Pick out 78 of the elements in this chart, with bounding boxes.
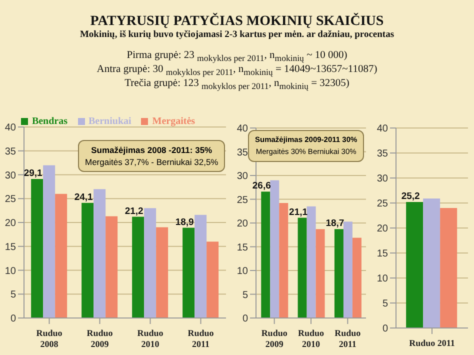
y-tick-label: 20 [376,224,388,235]
data-label: 21,1 [289,206,308,218]
bar [343,222,352,318]
bar [43,165,56,318]
bar [194,214,207,318]
bar [156,227,168,318]
bar [261,192,270,318]
y-tick-label: 15 [4,242,16,253]
bar [94,189,106,318]
y-tick-label: 5 [10,290,16,301]
x-tick-label: Ruduo 2011 [409,338,456,348]
y-tick-label: 25 [236,194,248,206]
bar [31,179,44,318]
bar [406,202,424,328]
data-label: 29,1 [24,168,44,180]
x-tick-label: Ruduo 2011 [188,328,214,349]
chart-title: PATYRUSIŲ PATYČIAS MOKINIŲ SKAIČIUS [89,14,385,30]
x-tick-label: Ruduo 2010 [298,328,325,349]
legend-label: Mergaitės [152,116,196,127]
bar [82,202,94,318]
y-tick-label: 30 [236,171,248,182]
callout-box: Sumažėjimas 2008 -2011: 35% Mergaitės 37,7% - Berniukai 32,5% [78,140,226,172]
legend-label: Berniukai [88,116,132,127]
data-label: 25,2 [401,191,420,202]
y-tick-label: 40 [4,122,16,134]
text: Antra grupė: 30 $_{mokyklos per 2011}$, n$_{mokinių}$ = 14049~13657~11087) [96,64,378,78]
bar [106,216,118,318]
y-tick-label: 0 [10,314,16,325]
bar [279,203,288,318]
y-tick-label: 5 [242,290,248,301]
y-tick-label: 10 [376,274,388,285]
y-tick-label: 35 [376,148,388,160]
chart-subtitle: Mokinių, iš kurių buvo tyčiojamasi 2-3 kartus per mėn. ar dažniau, procentas [78,30,396,40]
bar [316,229,325,318]
annotation: Sumažėjimas 2008 -2011: 35% [90,144,214,156]
bar [423,198,440,328]
bar [206,242,219,318]
data-label: 18,7 [326,218,344,230]
y-tick-label: 25 [4,194,16,206]
y-tick-label: 0 [242,314,248,325]
text: Trečia grupė: 123 $_{mokyklos per 2011}$, n$_{mokinių}$ = 32305) [124,78,350,92]
bar [270,180,280,318]
annotation: Mergaitės 37,7% - Berniukai 32,5% [85,156,218,168]
y-tick-label: 40 [376,124,388,135]
x-tick-label: Ruduo 2011 [334,328,362,349]
bar [132,216,144,318]
bar [298,218,307,318]
data-label: 24,1 [74,192,94,203]
bar [334,229,344,318]
y-tick-label: 10 [4,266,16,277]
x-tick-label: Ruduo 2010 [137,328,164,349]
legend-label: Bendras [32,116,68,127]
bar [352,238,362,318]
y-tick-label: 15 [376,248,388,260]
bar [182,228,195,318]
data-label: 26,6 [252,180,271,192]
y-tick-label: 0 [382,324,388,335]
y-tick-label: 15 [236,242,248,254]
y-tick-label: 5 [382,298,388,310]
data-label: 18,9 [175,216,194,228]
data-label: 21,2 [124,206,144,217]
bar [440,208,458,328]
text: Pirma grupė: 23 $_{mokyklos per 2011}$, n$_{mokinių}$ ~ 10 000) [126,50,348,64]
bar [144,208,156,318]
y-tick-label: 35 [236,147,248,158]
x-tick-label: Ruduo 2008 [36,328,63,349]
x-tick-label: Ruduo 2009 [86,328,114,349]
y-tick-label: 35 [4,146,16,158]
x-tick-label: Ruduo 2009 [261,328,288,349]
y-tick-label: 20 [236,218,248,230]
y-tick-label: 30 [376,174,388,185]
y-tick-label: 20 [4,218,16,230]
y-tick-label: 40 [236,124,248,135]
y-tick-label: 30 [4,170,16,182]
y-tick-label: 10 [236,266,248,278]
bar [306,206,316,318]
bar [55,194,68,318]
y-tick-label: 25 [376,198,388,210]
